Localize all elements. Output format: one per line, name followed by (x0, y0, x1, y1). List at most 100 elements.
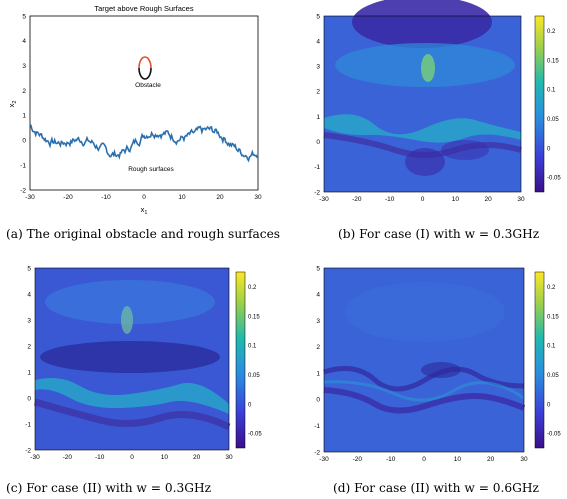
panel-d-heatmap (323, 268, 526, 452)
rough-surface-curve (29, 123, 259, 163)
x-tick-label: 20 (193, 454, 201, 461)
y-tick-label: 5 (316, 13, 320, 20)
panel-c-colorbar (235, 271, 246, 449)
panel-d-caption: (d) For case (II) with w = 0.6GHz (333, 481, 539, 495)
x-tick-label: -30 (319, 196, 329, 203)
x-tick-label: 30 (254, 194, 262, 201)
colorbar-tick-label: 0.2 (547, 29, 556, 35)
panel-b-axes-frame (323, 15, 522, 193)
panel-a-title: Target above Rough Surfaces (94, 4, 193, 13)
x-tick-label: 10 (178, 194, 186, 201)
panel-d-colorbar-ticks: -0.05 0 0.05 0.1 0.15 0.2 (547, 285, 561, 438)
colorbar-tick-label: 0.05 (547, 373, 559, 379)
x-tick-label: 30 (517, 196, 525, 203)
x-tick-label: -30 (30, 454, 40, 461)
colorbar-tick-label: 0 (547, 402, 551, 408)
y-tick-label: -2 (314, 449, 320, 456)
colorbar-tick-label: 0.05 (248, 373, 260, 379)
panel-c-x-ticks: -30 -20 -10 0 10 20 30 (30, 454, 233, 461)
y-tick-label: 3 (22, 63, 26, 70)
y-tick-label: 4 (316, 292, 320, 299)
y-tick-label: 1 (316, 370, 320, 377)
x-tick-label: 0 (421, 196, 425, 203)
colorbar-tick-label: 0.15 (248, 314, 260, 320)
y-tick-label: 1 (27, 369, 31, 376)
obstacle-label: Obstacle (135, 82, 161, 89)
y-tick-label: -2 (25, 447, 31, 454)
colorbar-tick-label: 0.15 (547, 314, 559, 320)
y-tick-label: -1 (25, 421, 31, 428)
y-tick-label: 0 (316, 397, 320, 404)
x-tick-label: -20 (63, 454, 73, 461)
y-tick-label: 1 (316, 114, 320, 121)
x-tick-label: -30 (25, 194, 35, 201)
colorbar-tick-label: 0.05 (547, 117, 559, 123)
y-tick-label: 3 (316, 318, 320, 325)
panel-d-y-ticks: -2 -1 0 1 2 3 4 5 (314, 265, 320, 456)
y-tick-label: 3 (316, 64, 320, 71)
y-tick-label: 0 (22, 138, 26, 145)
x-tick-label: 10 (452, 196, 460, 203)
x-tick-label: 20 (216, 194, 224, 201)
x-tick-label: 20 (485, 196, 493, 203)
x-tick-label: -10 (385, 196, 395, 203)
colorbar-tick-label: -0.05 (547, 176, 561, 182)
x-tick-label: 0 (130, 454, 134, 461)
panel-a-caption: (a) The original obstacle and rough surf… (6, 227, 281, 241)
obstacle-lower-arc (138, 67, 152, 80)
y-tick-label: 1 (22, 113, 26, 120)
panel-a-axes-frame (29, 15, 259, 191)
panel-d-x-ticks: -30 -20 -10 0 10 20 30 (319, 456, 528, 463)
panel-c-colorbar-ticks: -0.05 0 0.05 0.1 0.15 0.2 (248, 285, 262, 438)
panel-a-y-ticks: -2 -1 0 1 2 3 4 5 (20, 13, 26, 194)
x-tick-label: 20 (487, 456, 495, 463)
y-tick-label: -1 (314, 164, 320, 171)
x-tick-label: -30 (319, 456, 329, 463)
colorbar-tick-label: 0.1 (547, 344, 556, 350)
panel-a-x-ticks: -30 -20 -10 0 10 20 30 (25, 194, 262, 201)
y-tick-label: 0 (27, 395, 31, 402)
panel-b-colorbar (534, 15, 545, 193)
panel-a-xlabel: x1 (141, 205, 148, 216)
panel-c-caption: (c) For case (II) with w = 0.3GHz (6, 481, 211, 495)
y-tick-label: 5 (27, 265, 31, 272)
panel-b-x-ticks: -30 -20 -10 0 10 20 30 (319, 196, 525, 203)
y-tick-label: 3 (27, 317, 31, 324)
colorbar-tick-label: 0 (248, 402, 252, 408)
panel-c-axes-frame (34, 267, 230, 451)
y-tick-label: 2 (22, 88, 26, 95)
y-tick-label: 4 (22, 38, 26, 45)
colorbar-tick-label: 0.1 (547, 88, 556, 94)
panel-d-axes-frame (323, 267, 525, 453)
panel-a-ylabel: x2 (7, 101, 18, 108)
y-tick-label: 2 (316, 344, 320, 351)
x-tick-label: 10 (161, 454, 169, 461)
x-tick-label: 30 (225, 454, 233, 461)
y-tick-label: -2 (314, 189, 320, 196)
x-tick-label: 30 (520, 456, 528, 463)
obstacle-upper-arc (138, 56, 152, 69)
x-tick-label: -10 (386, 456, 396, 463)
y-tick-label: 0 (316, 139, 320, 146)
x-tick-label: -20 (353, 456, 363, 463)
panel-b-y-ticks: -2 -1 0 1 2 3 4 5 (314, 13, 320, 196)
y-tick-label: 4 (316, 38, 320, 45)
y-tick-label: 2 (316, 89, 320, 96)
y-tick-label: 5 (316, 265, 320, 272)
x-tick-label: -10 (101, 194, 111, 201)
y-tick-label: 2 (27, 343, 31, 350)
colorbar-tick-label: -0.05 (547, 432, 561, 438)
colorbar-tick-label: 0.1 (248, 344, 257, 350)
x-tick-label: -20 (63, 194, 73, 201)
panel-c-heatmap (34, 268, 231, 450)
colorbar-tick-label: -0.05 (248, 432, 262, 438)
panel-b-colorbar-ticks: -0.05 0 0.05 0.1 0.15 0.2 (547, 29, 561, 182)
panel-a-figure: Target above Rough Surfaces Obstacle Rou… (7, 4, 262, 216)
x-tick-label: 0 (422, 456, 426, 463)
panel-d-colorbar (534, 271, 545, 449)
colorbar-tick-label: 0.15 (547, 58, 559, 64)
panel-b-caption: (b) For case (I) with w = 0.3GHz (338, 227, 540, 241)
